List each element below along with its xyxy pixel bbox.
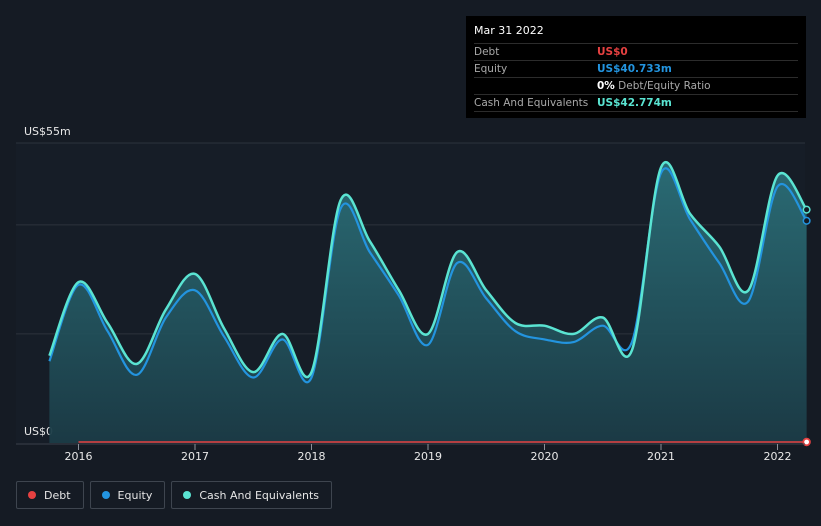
tooltip-row-equity: Equity US$40.733m (474, 60, 798, 77)
tooltip-row-debt: Debt US$0 (474, 43, 798, 60)
legend-cash-label: Cash And Equivalents (199, 488, 319, 502)
tooltip-equity-value: US$40.733m (597, 63, 672, 75)
tooltip-date: Mar 31 2022 (474, 24, 544, 37)
cash-area-fill (49, 162, 807, 443)
x-tick-label: 2021 (647, 450, 675, 463)
tooltip-ratio-value: 0% (597, 80, 615, 92)
tooltip-ratio-label: Debt/Equity Ratio (618, 80, 711, 92)
tooltip-row-ratio: 0% Debt/Equity Ratio (474, 77, 798, 94)
legend: Debt Equity Cash And Equivalents (16, 481, 332, 509)
legend-debt-dot-icon (28, 491, 36, 499)
tooltip-panel: Mar 31 2022 Debt US$0 Equity US$40.733m … (466, 16, 806, 118)
tooltip-row-cash: Cash And Equivalents US$42.774m (474, 94, 798, 112)
tooltip-debt-value: US$0 (597, 46, 628, 58)
equity-series-line (48, 167, 808, 384)
equity-end-point (802, 216, 811, 225)
cash-series-line (48, 161, 808, 378)
legend-equity-dot-icon (101, 491, 110, 499)
cash-end-point (802, 205, 811, 214)
legend-item-debt[interactable]: Debt (16, 481, 84, 509)
tooltip-cash-label: Cash And Equivalents (474, 97, 589, 109)
tooltip-debt-label: Debt (474, 46, 500, 58)
legend-cash-dot-icon (183, 491, 192, 499)
tooltip-cash-value: US$42.774m (597, 97, 672, 109)
legend-item-equity[interactable]: Equity (89, 481, 166, 509)
legend-debt-label: Debt (44, 488, 71, 502)
x-tick-label: 2018 (298, 450, 326, 463)
x-tick-label: 2016 (65, 450, 93, 463)
legend-item-cash[interactable]: Cash And Equivalents (171, 481, 332, 509)
y-axis-top-label: US$55m (24, 125, 71, 138)
x-tick-label: 2022 (764, 450, 792, 463)
x-tick-label: 2020 (531, 450, 559, 463)
y-axis-bottom-label: US$0 (24, 425, 54, 438)
legend-equity-label: Equity (117, 488, 153, 502)
tooltip-equity-label: Equity (474, 63, 508, 75)
x-tick-label: 2017 (181, 450, 209, 463)
x-tick-label: 2019 (414, 450, 442, 463)
